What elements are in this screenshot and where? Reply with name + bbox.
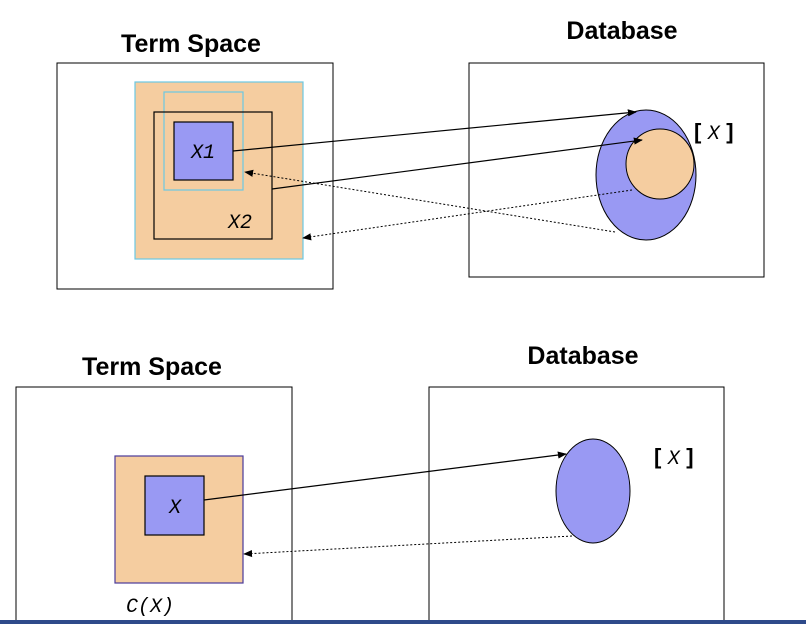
- top-class-bracket-open: [: [694, 119, 702, 144]
- bottom-class-label: [ X ]: [654, 444, 694, 471]
- bottom-class-bracket-open: [: [654, 444, 662, 469]
- top-x2-label: X2: [227, 212, 252, 235]
- top-dotted-arrow-back-2: [302, 189, 633, 241]
- bottom-panel: Term Space Database X C(X) [ X ]: [15, 342, 725, 624]
- bottom-arrow-x-to-class: [203, 451, 567, 501]
- bottom-class-bracket-close: ]: [686, 444, 693, 469]
- top-inner-class-ellipse: [625, 128, 695, 200]
- top-class-label: [ X ]: [694, 119, 734, 146]
- top-database-title: Database: [566, 17, 677, 45]
- top-x2-box: [153, 111, 273, 240]
- top-class-var: X: [707, 123, 721, 146]
- top-inner-cyan-region: [163, 91, 244, 191]
- top-class-bracket-close: ]: [726, 119, 733, 144]
- bottom-term-space-title: Term Space: [82, 353, 222, 381]
- bottom-class-ellipse: [555, 438, 631, 544]
- bottom-closure-label: C(X): [126, 596, 174, 619]
- bottom-color-bar: [0, 620, 806, 624]
- top-arrow-x1-to-class: [232, 109, 637, 152]
- top-term-space-title: Term Space: [121, 30, 261, 58]
- top-arrow-x2-to-class: [271, 137, 643, 190]
- bottom-dotted-arrow-back: [243, 535, 573, 558]
- bottom-x-box: [144, 475, 205, 536]
- top-x1-label: X1: [190, 142, 215, 165]
- bottom-x-label: X: [168, 497, 182, 520]
- top-panel: Term Space Database X1 X2 [ X ]: [56, 17, 765, 290]
- top-dotted-arrow-back-1: [244, 169, 616, 233]
- bottom-database-title: Database: [527, 342, 638, 370]
- bottom-class-var: X: [667, 448, 681, 471]
- top-x1-box: [173, 121, 234, 181]
